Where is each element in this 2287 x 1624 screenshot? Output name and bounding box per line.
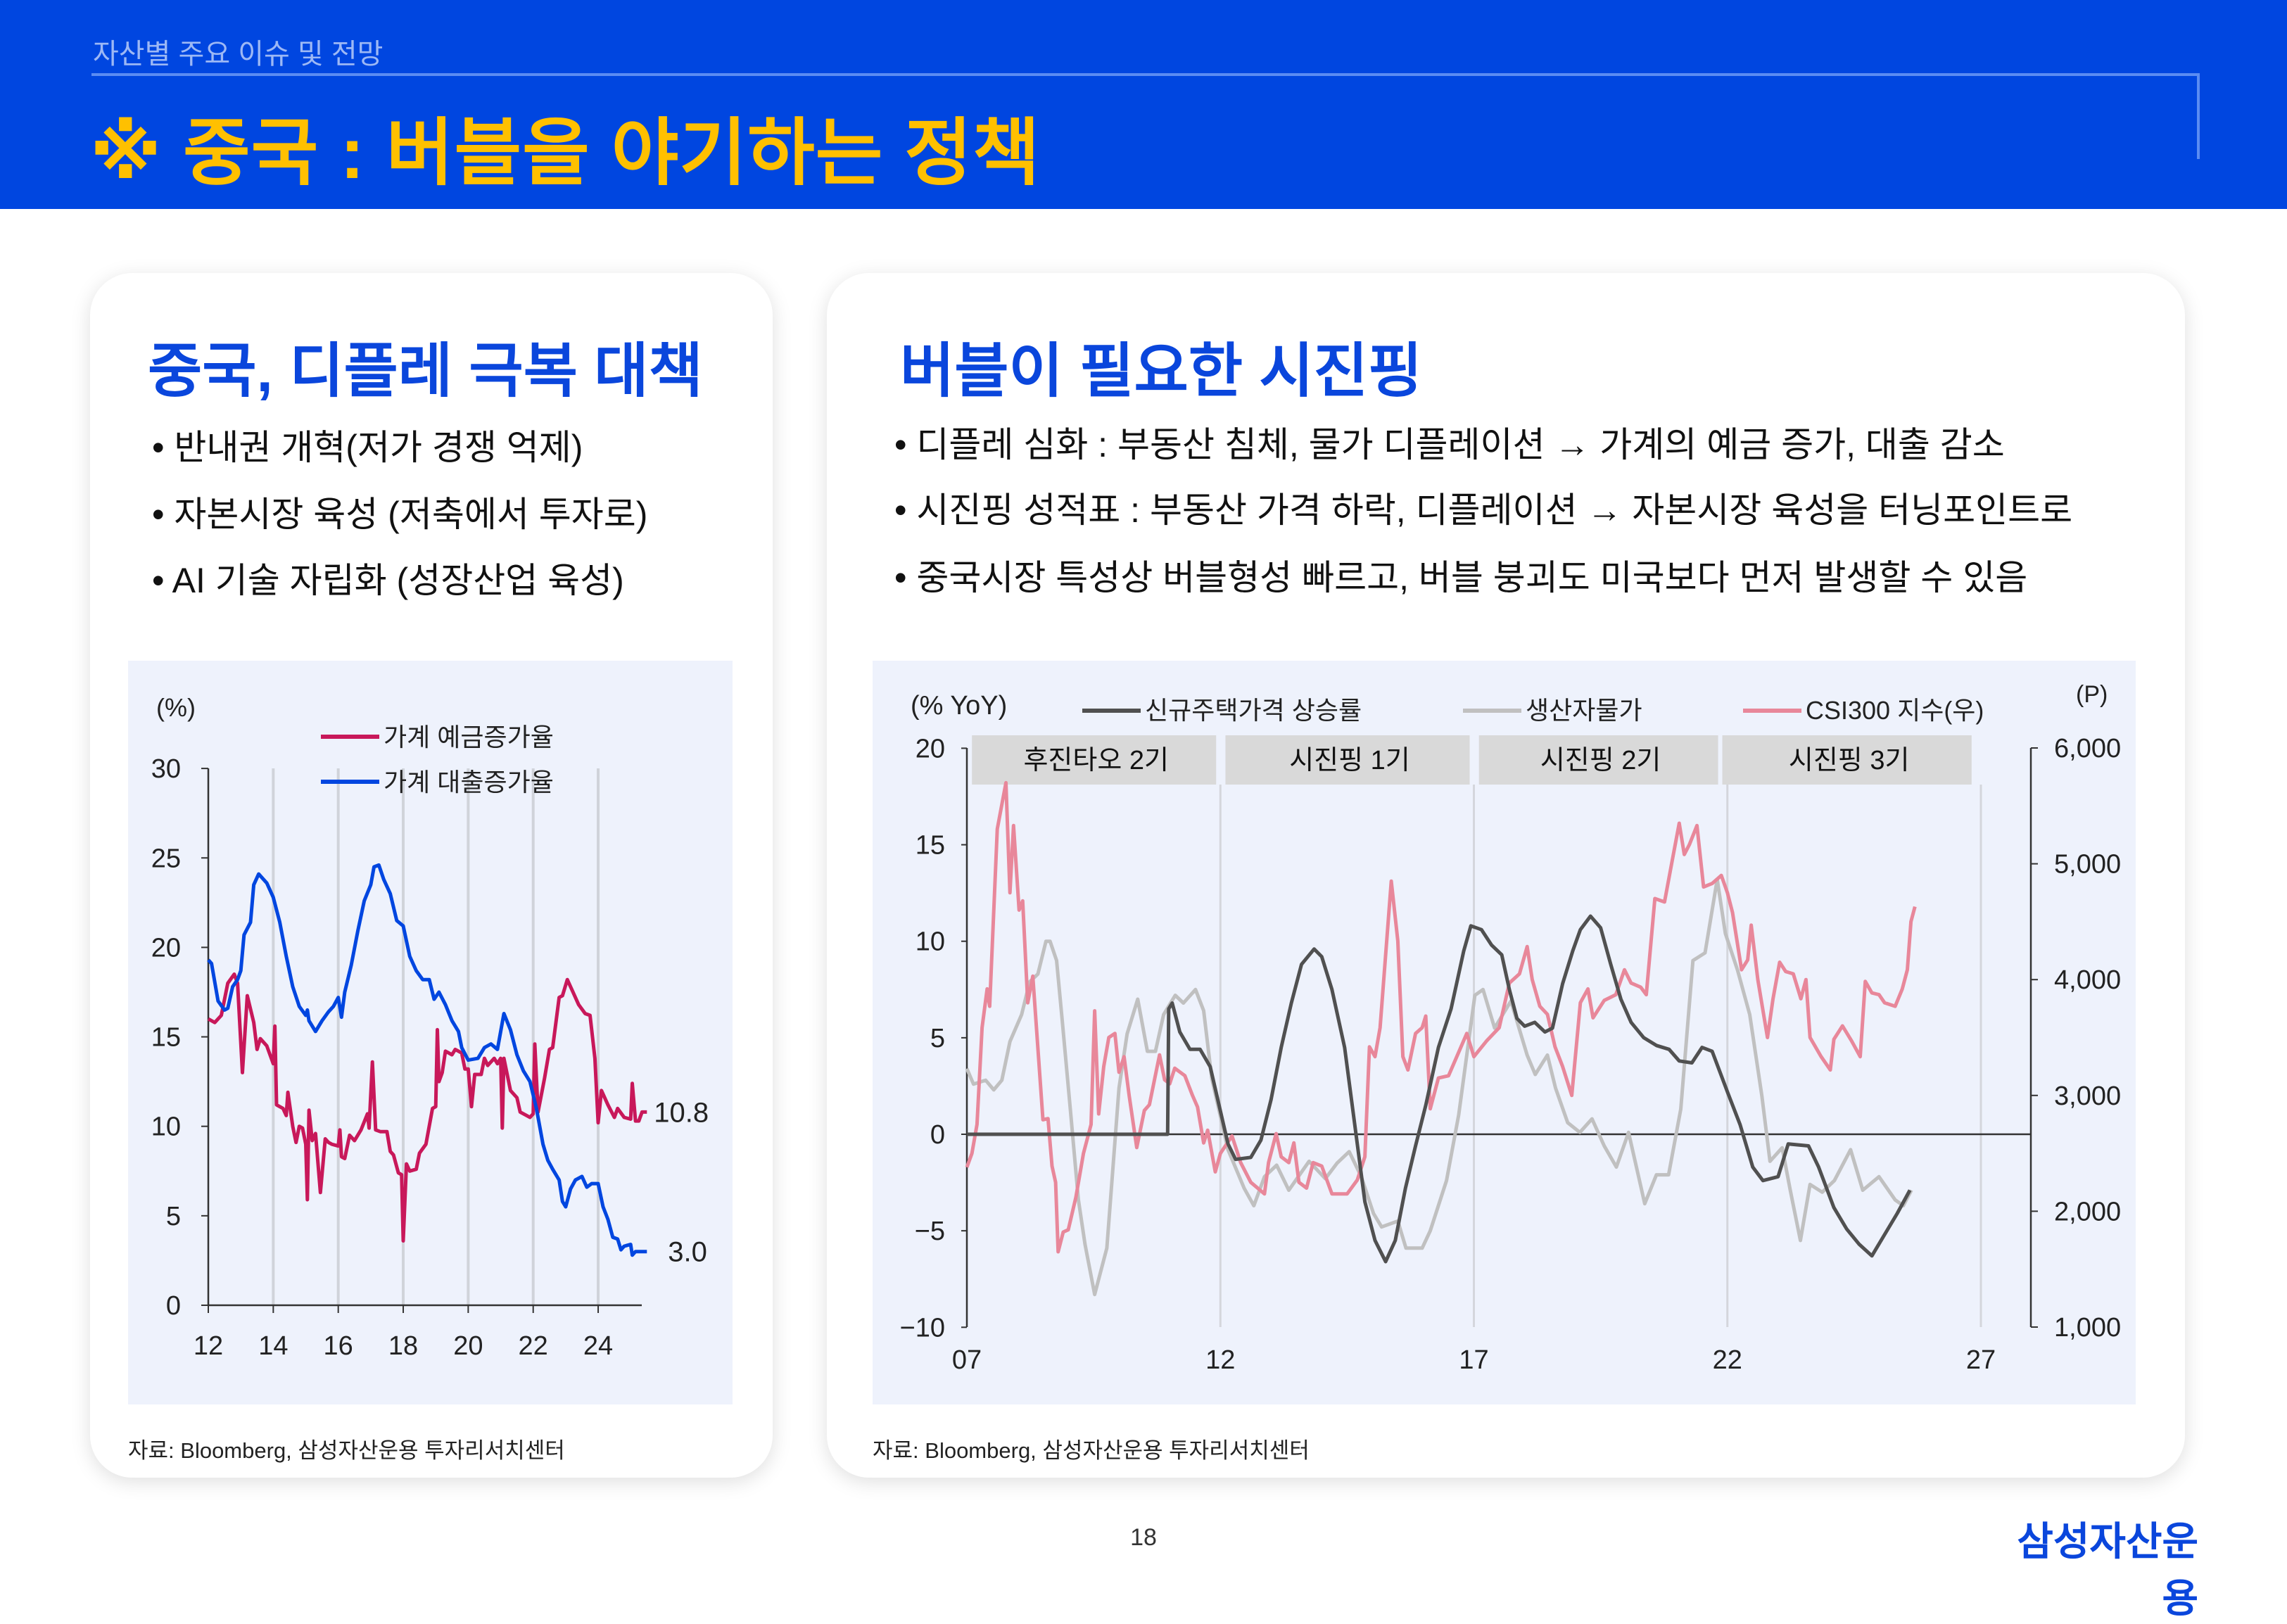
- series-line-csi300: [965, 780, 1917, 1254]
- y-tick-label: 0: [930, 1120, 945, 1150]
- end-value-label: 10.8: [654, 1097, 709, 1128]
- legend-label: CSI300 지수(우): [1806, 696, 1984, 725]
- header-divider-end: [2197, 73, 2200, 159]
- x-tick-label: 14: [258, 1331, 288, 1361]
- y-tick-label: 10: [151, 1112, 181, 1142]
- left-bullet-1: • 반내권 개혁(저가 경쟁 억제): [152, 428, 583, 467]
- page-title: ※ 중국 : 버블을 야기하는 정책: [90, 113, 1041, 194]
- period-label: 후진타오 2기: [1023, 746, 1169, 775]
- y2-tick-label: 6,000: [2054, 734, 2121, 763]
- left-bullet-2: • 자본시장 육성 (저축에서 투자로): [152, 495, 648, 534]
- y-tick-label: 10: [916, 927, 945, 957]
- y-axis-unit: (%): [156, 693, 196, 722]
- x-tick-label: 24: [583, 1331, 613, 1361]
- period-box: [1722, 735, 1972, 785]
- y-tick-label: −5: [915, 1217, 945, 1246]
- right-source-note: 자료: Bloomberg, 삼성자산운용 투자리서치센터: [873, 1438, 1310, 1463]
- right-chart-panel: [873, 661, 2136, 1404]
- page-number: 18: [1130, 1524, 1157, 1551]
- y-tick-label: 15: [151, 1023, 181, 1053]
- y2-tick-label: 1,000: [2054, 1313, 2121, 1343]
- header-divider: [91, 73, 2200, 76]
- y-tick-label: 5: [166, 1202, 181, 1231]
- left-chart-panel: [128, 661, 733, 1404]
- series-line-housing-price: [967, 914, 1912, 1264]
- legend-label: 신규주택가격 상승률: [1145, 696, 1362, 725]
- period-label: 시진핑 3기: [1789, 746, 1910, 775]
- end-value-label: 3.0: [668, 1237, 707, 1268]
- y-tick-label: −10: [900, 1313, 945, 1343]
- y2-tick-label: 4,000: [2054, 965, 2121, 995]
- y2-axis-unit: (P): [2076, 681, 2108, 708]
- period-box: [1225, 735, 1470, 785]
- x-tick-label: 22: [1713, 1345, 1742, 1375]
- x-tick-label: 16: [324, 1331, 353, 1361]
- x-tick-label: 12: [1205, 1345, 1235, 1375]
- right-bullet-1: • 디플레 심화 : 부동산 침체, 물가 디플레이션 → 가계의 예금 증가,…: [894, 425, 2005, 464]
- y2-tick-label: 2,000: [2054, 1197, 2121, 1226]
- section-label: 자산별 주요 이슈 및 전망: [93, 39, 384, 70]
- left-bullet-3: • AI 기술 자립화 (성장산업 육성): [152, 561, 624, 600]
- legend-label: 생산자물가: [1526, 696, 1642, 725]
- left-source-note: 자료: Bloomberg, 삼성자산운용 투자리서치센터: [128, 1438, 565, 1463]
- period-box: [972, 735, 1217, 785]
- x-tick-label: 12: [194, 1331, 223, 1361]
- period-box: [1478, 735, 1718, 785]
- series-line-loan: [207, 863, 647, 1257]
- x-tick-label: 20: [453, 1331, 483, 1361]
- right-bullet-3: • 중국시장 특성상 버블형성 빠르고, 버블 붕괴도 미국보다 먼저 발생할 …: [894, 558, 2028, 597]
- series-line-ppi: [965, 877, 1913, 1297]
- header-bar: [0, 0, 2287, 209]
- period-label: 시진핑 1기: [1289, 746, 1410, 775]
- y2-tick-label: 5,000: [2054, 850, 2121, 880]
- left-card-title: 중국, 디플레 극복 대책: [148, 338, 703, 404]
- y-tick-label: 20: [151, 933, 181, 963]
- y-axis-unit: (% YoY): [911, 691, 1007, 721]
- charts-layer: 12 14 16 18 20 22 24 0 5 10 15 20 25 30 (%) 가계 예금증가율 10.…: [151, 681, 2121, 1375]
- y-tick-label: 25: [151, 844, 181, 873]
- x-tick-label: 18: [388, 1331, 418, 1361]
- right-bullet-2: • 시진핑 성적표 : 부동산 가격 하락, 디플레이션 → 자본시장 육성을 …: [894, 490, 2073, 530]
- y-tick-label: 5: [930, 1024, 945, 1053]
- y-tick-label: 30: [151, 754, 181, 784]
- period-label: 시진핑 2기: [1540, 746, 1661, 775]
- x-tick-label: 22: [519, 1331, 548, 1361]
- x-tick-label: 17: [1459, 1345, 1488, 1375]
- y-tick-label: 0: [166, 1291, 181, 1321]
- series-line-deposit: [207, 972, 647, 1243]
- y-tick-label: 15: [916, 831, 945, 861]
- y-tick-label: 20: [916, 734, 945, 763]
- legend-label: 가계 예금증가율: [384, 723, 554, 751]
- x-tick-label: 07: [952, 1345, 982, 1375]
- y2-tick-label: 3,000: [2054, 1081, 2121, 1111]
- right-card-title: 버블이 필요한 시진핑: [900, 338, 1423, 404]
- x-tick-label: 27: [1966, 1345, 1996, 1375]
- legend-label: 가계 대출증가율: [384, 768, 554, 797]
